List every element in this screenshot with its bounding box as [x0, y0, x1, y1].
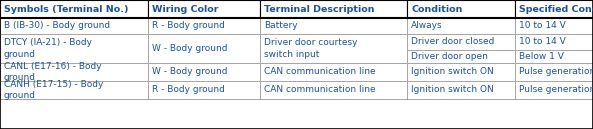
- Bar: [515, 81, 593, 99]
- Bar: [407, 81, 515, 99]
- Bar: [515, 50, 593, 63]
- Bar: [407, 0, 515, 18]
- Text: Terminal Description: Terminal Description: [264, 5, 375, 14]
- Bar: [0, 63, 148, 81]
- Bar: [407, 81, 515, 99]
- Text: Ignition switch ON: Ignition switch ON: [411, 86, 494, 95]
- Bar: [0, 34, 148, 63]
- Bar: [0, 0, 148, 18]
- Bar: [407, 63, 515, 81]
- Text: CANH (E17-15) - Body
ground: CANH (E17-15) - Body ground: [4, 80, 103, 100]
- Bar: [407, 50, 515, 63]
- Text: R - Body ground: R - Body ground: [152, 22, 225, 30]
- Bar: [0, 18, 148, 34]
- Text: Below 1 V: Below 1 V: [519, 52, 564, 61]
- Text: Driver door open: Driver door open: [411, 52, 488, 61]
- Bar: [0, 34, 148, 63]
- Bar: [407, 18, 515, 34]
- Bar: [515, 81, 593, 99]
- Text: DTCY (IA-21) - Body
ground: DTCY (IA-21) - Body ground: [4, 38, 92, 59]
- Bar: [148, 63, 260, 81]
- Bar: [148, 63, 260, 81]
- Bar: [515, 34, 593, 50]
- Text: Pulse generation: Pulse generation: [519, 67, 593, 76]
- Bar: [515, 34, 593, 50]
- Bar: [260, 18, 407, 34]
- Text: Driver door courtesy
switch input: Driver door courtesy switch input: [264, 38, 358, 59]
- Bar: [0, 18, 148, 34]
- Bar: [260, 81, 407, 99]
- Text: W - Body ground: W - Body ground: [152, 67, 228, 76]
- Bar: [0, 81, 148, 99]
- Bar: [407, 34, 515, 50]
- Bar: [260, 18, 407, 34]
- Bar: [148, 34, 260, 63]
- Text: R - Body ground: R - Body ground: [152, 86, 225, 95]
- Bar: [260, 34, 407, 63]
- Bar: [148, 18, 260, 34]
- Bar: [148, 0, 260, 18]
- Text: Driver door closed: Driver door closed: [411, 38, 495, 46]
- Bar: [260, 63, 407, 81]
- Text: Wiring Color: Wiring Color: [152, 5, 218, 14]
- Bar: [515, 63, 593, 81]
- Bar: [260, 34, 407, 63]
- Bar: [260, 0, 407, 18]
- Text: CAN communication line: CAN communication line: [264, 86, 375, 95]
- Bar: [407, 34, 515, 50]
- Text: Symbols (Terminal No.): Symbols (Terminal No.): [4, 5, 129, 14]
- Text: Specified Condition: Specified Condition: [519, 5, 593, 14]
- Bar: [515, 0, 593, 18]
- Bar: [407, 50, 515, 63]
- Bar: [260, 0, 407, 18]
- Bar: [407, 0, 515, 18]
- Text: CAN communication line: CAN communication line: [264, 67, 375, 76]
- Bar: [148, 81, 260, 99]
- Bar: [515, 0, 593, 18]
- Text: 10 to 14 V: 10 to 14 V: [519, 22, 566, 30]
- Bar: [515, 63, 593, 81]
- Text: Ignition switch ON: Ignition switch ON: [411, 67, 494, 76]
- Bar: [148, 81, 260, 99]
- Bar: [260, 63, 407, 81]
- Bar: [148, 34, 260, 63]
- Text: CANL (E17-16) - Body
ground: CANL (E17-16) - Body ground: [4, 62, 101, 82]
- Text: Condition: Condition: [411, 5, 463, 14]
- Bar: [407, 63, 515, 81]
- Bar: [515, 18, 593, 34]
- Bar: [407, 18, 515, 34]
- Text: Pulse generation: Pulse generation: [519, 86, 593, 95]
- Text: W - Body ground: W - Body ground: [152, 44, 228, 53]
- Bar: [148, 18, 260, 34]
- Text: Battery: Battery: [264, 22, 298, 30]
- Bar: [0, 81, 148, 99]
- Bar: [260, 81, 407, 99]
- Bar: [0, 63, 148, 81]
- Bar: [148, 0, 260, 18]
- Text: B (IB-30) - Body ground: B (IB-30) - Body ground: [4, 22, 110, 30]
- Bar: [515, 18, 593, 34]
- Text: 10 to 14 V: 10 to 14 V: [519, 38, 566, 46]
- Bar: [515, 50, 593, 63]
- Text: Always: Always: [411, 22, 442, 30]
- Bar: [0, 0, 148, 18]
